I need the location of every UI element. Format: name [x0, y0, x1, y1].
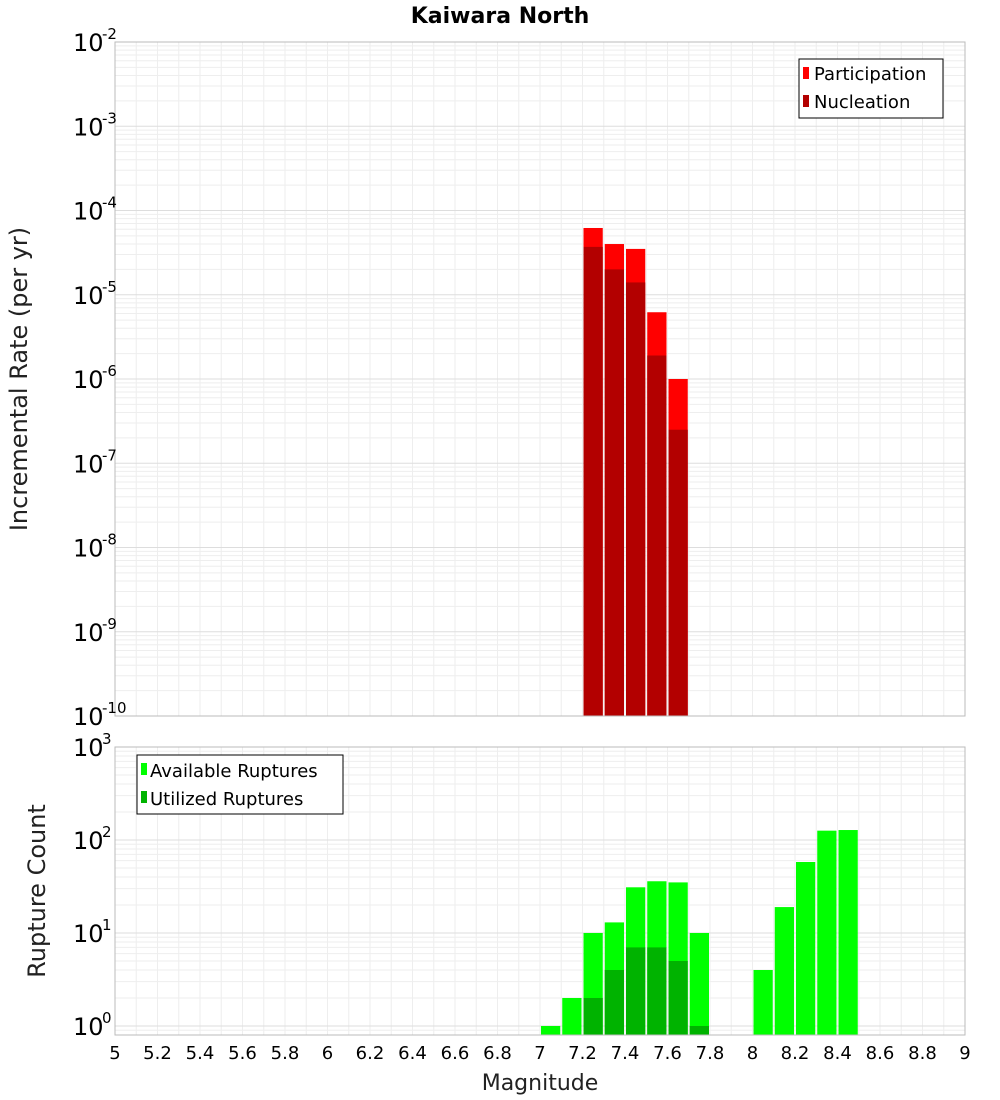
x-tick-label: 5.4	[186, 1043, 215, 1064]
bottom-bar-available-ruptures	[838, 830, 858, 1035]
bottom-x-tick-labels: 5 5.2 5.4 5.6 5.8 6 6.2 6.4 6.6 6.8 7 7.2 7.4 7.6 7.8 8…	[109, 1043, 970, 1064]
legend-swatch-utilized-ruptures	[141, 791, 147, 803]
x-tick-label: 9	[959, 1043, 970, 1064]
top-y-axis-label: Incremental Rate (per yr)	[5, 227, 33, 531]
x-tick-label: 7.2	[568, 1043, 597, 1064]
y-tick-label: 10	[73, 535, 104, 563]
bottom-bar-available-ruptures	[541, 1025, 561, 1035]
x-tick-label: 6.6	[441, 1043, 470, 1064]
y-tick-exponent: -5	[102, 278, 117, 296]
x-tick-label: 5.2	[143, 1043, 172, 1064]
x-tick-label: 6.8	[483, 1043, 512, 1064]
top-plot-bars	[583, 227, 688, 717]
legend-label-nucleation: Nucleation	[814, 92, 910, 113]
y-tick-exponent: -7	[102, 446, 117, 464]
y-tick-exponent: -8	[102, 531, 117, 549]
y-tick-label: 10	[73, 703, 104, 731]
top-bar-nucleation	[647, 355, 667, 716]
y-tick-label: 10	[73, 282, 104, 310]
bottom-bar-available-ruptures	[753, 969, 773, 1035]
top-legend: Participation Nucleation	[798, 58, 944, 119]
bottom-bar-utilized-ruptures	[647, 947, 667, 1035]
y-tick-label: 10	[73, 619, 104, 647]
top-legend-box	[798, 58, 944, 119]
x-tick-label: 8	[747, 1043, 758, 1064]
legend-label-participation: Participation	[814, 64, 926, 85]
bottom-bar-utilized-ruptures	[583, 997, 603, 1035]
legend-swatch-participation	[803, 67, 809, 79]
bottom-bar-utilized-ruptures	[668, 960, 688, 1035]
chart-title: Kaiwara North	[411, 4, 590, 29]
x-tick-label: 7	[534, 1043, 545, 1064]
top-bar-nucleation	[604, 269, 624, 716]
bottom-plot-bars	[541, 830, 858, 1035]
bottom-legend-box	[136, 754, 344, 815]
x-tick-label: 5	[109, 1043, 120, 1064]
y-tick-exponent: -6	[102, 362, 117, 380]
bottom-legend: Available Ruptures Utilized Ruptures	[136, 754, 344, 815]
top-bar-nucleation	[626, 282, 646, 716]
top-bar-nucleation	[668, 429, 688, 716]
x-tick-label: 5.8	[271, 1043, 300, 1064]
x-tick-label: 8.6	[866, 1043, 895, 1064]
y-tick-exponent: 2	[102, 823, 112, 841]
y-tick-exponent: 0	[102, 1009, 112, 1027]
bottom-bar-utilized-ruptures	[626, 947, 646, 1035]
top-plot-grid	[114, 41, 966, 717]
bottom-bar-available-ruptures	[817, 830, 837, 1035]
y-tick-exponent: 3	[102, 730, 112, 748]
y-tick-label: 10	[73, 366, 104, 394]
y-tick-exponent: -2	[102, 25, 117, 43]
bottom-bar-utilized-ruptures	[604, 969, 624, 1035]
y-tick-exponent: -9	[102, 615, 117, 633]
y-tick-label: 10	[73, 198, 104, 226]
x-tick-label: 6.4	[398, 1043, 427, 1064]
x-tick-label: 5.6	[228, 1043, 257, 1064]
y-tick-exponent: -10	[102, 699, 127, 717]
y-tick-label: 10	[73, 827, 104, 855]
legend-label-available-ruptures: Available Ruptures	[150, 761, 318, 782]
bottom-bar-utilized-ruptures	[689, 1025, 709, 1035]
y-tick-exponent: 1	[102, 916, 112, 934]
x-tick-label: 7.4	[611, 1043, 640, 1064]
x-tick-label: 7.8	[696, 1043, 725, 1064]
x-tick-label: 6	[322, 1043, 333, 1064]
top-plot-frame	[114, 41, 966, 717]
bottom-bar-available-ruptures	[796, 861, 816, 1035]
x-axis-label: Magnitude	[482, 1071, 599, 1096]
bottom-y-axis-label: Rupture Count	[23, 804, 51, 978]
x-tick-label: 8.2	[781, 1043, 810, 1064]
x-tick-label: 6.2	[356, 1043, 385, 1064]
y-tick-label: 10	[73, 450, 104, 478]
bottom-bar-available-ruptures	[689, 932, 709, 1035]
bottom-bar-available-ruptures	[774, 907, 794, 1035]
y-tick-exponent: -4	[102, 194, 117, 212]
y-tick-label: 10	[73, 113, 104, 141]
x-tick-label: 8.8	[908, 1043, 937, 1064]
y-tick-label: 10	[73, 734, 104, 762]
x-tick-label: 8.4	[823, 1043, 852, 1064]
y-tick-label: 10	[73, 920, 104, 948]
y-tick-label: 10	[73, 1013, 104, 1041]
bottom-bar-available-ruptures	[562, 997, 582, 1035]
x-tick-label: 7.6	[653, 1043, 682, 1064]
legend-swatch-available-ruptures	[141, 763, 147, 775]
bottom-plot-frame	[114, 746, 966, 1036]
y-tick-label: 10	[73, 29, 104, 57]
legend-label-utilized-ruptures: Utilized Ruptures	[150, 789, 303, 810]
legend-swatch-nucleation	[803, 95, 809, 107]
y-tick-exponent: -3	[102, 109, 117, 127]
top-bar-nucleation	[583, 246, 603, 716]
